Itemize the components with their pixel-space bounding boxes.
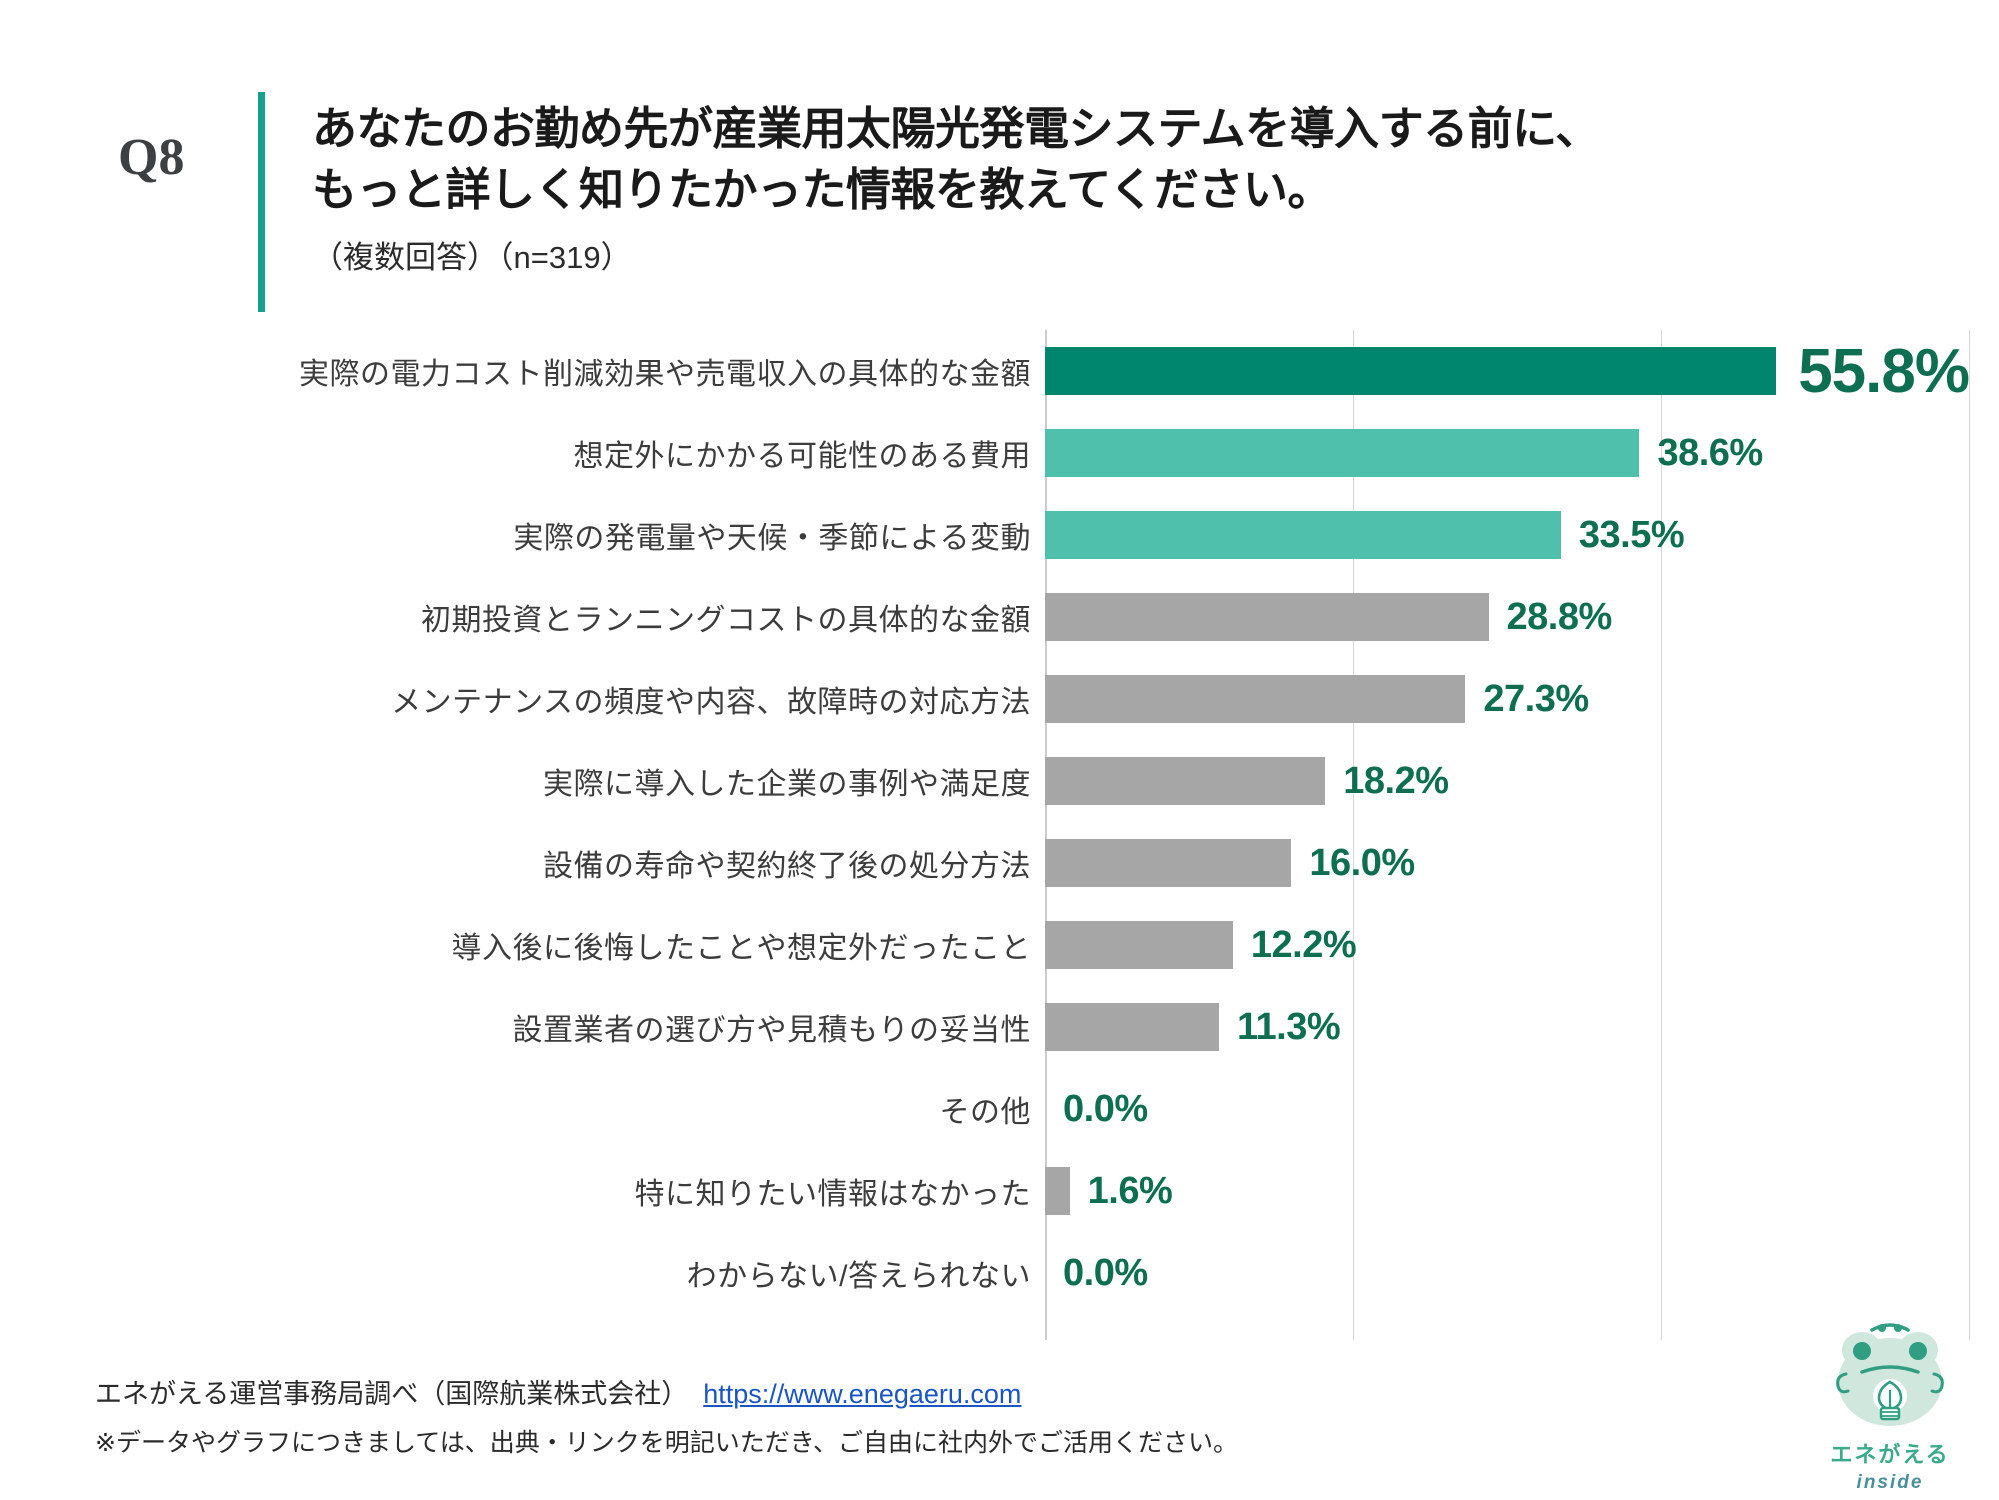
footer: エネがえる運営事務局調べ（国際航業株式会社） https://www.enega… — [95, 1372, 1695, 1459]
category-label: メンテナンスの頻度や内容、故障時の対応方法 — [391, 686, 1031, 719]
title-block: あなたのお勤め先が産業用太陽光発電システムを導入する前に、 もっと詳しく知りたか… — [312, 98, 1932, 277]
gridline — [1353, 330, 1354, 1340]
bar-row: 27.3% — [1045, 658, 1969, 740]
footer-note: ※データやグラフにつきましては、出典・リンクを明記いただき、ご自由に社内外でご活… — [95, 1429, 1238, 1457]
bar-chart: 実際の電力コスト削減効果や売電収入の具体的な金額想定外にかかる可能性のある費用実… — [0, 318, 1999, 1348]
bar-value-label: 0.0% — [1063, 1251, 1148, 1294]
bar-value-label: 16.0% — [1309, 841, 1415, 884]
category-label: 初期投資とランニングコストの具体的な金額 — [421, 604, 1031, 637]
logo-brand-text: エネがえる — [1830, 1442, 1950, 1467]
bar-row: 0.0% — [1045, 1068, 1969, 1150]
category-label: 実際の発電量や天候・季節による変動 — [513, 522, 1031, 555]
enegaeru-frog-icon — [1836, 1323, 1944, 1426]
gridline — [1661, 330, 1662, 1340]
gridlines — [1045, 330, 1970, 1340]
brand-logo: エネがえる inside — [1800, 1320, 1980, 1493]
bar-value-label: 27.3% — [1483, 677, 1589, 720]
bar — [1045, 1167, 1070, 1215]
bar-value-label: 28.8% — [1506, 595, 1613, 638]
category-label: 設備の寿命や契約終了後の処分方法 — [543, 850, 1031, 883]
header: Q8 あなたのお勤め先が産業用太陽光発電システムを導入する前に、 もっと詳しく知… — [0, 40, 1999, 312]
bar-value-label: 0.0% — [1063, 1087, 1148, 1130]
logo-tagline: inside — [1856, 1472, 1924, 1493]
bar-value-label: 38.6% — [1657, 431, 1763, 474]
bar — [1045, 511, 1561, 559]
bar-row: 12.2% — [1045, 904, 1969, 986]
y-axis-line — [1045, 330, 1047, 1340]
bar-row: 0.0% — [1045, 1232, 1969, 1314]
page-title-line-2: もっと詳しく知りたかった情報を教えてください。 — [312, 164, 1332, 216]
question-number: Q8 — [118, 129, 185, 186]
bar-value-label: 18.2% — [1343, 759, 1449, 802]
category-label: 設置業者の選び方や見積もりの妥当性 — [512, 1014, 1031, 1047]
category-label: 導入後に後悔したことや想定外だったこと — [451, 932, 1031, 965]
bar — [1045, 675, 1466, 723]
bar — [1045, 347, 1777, 395]
footer-source-text: エネがえる運営事務局調べ（国際航業株式会社） — [95, 1379, 689, 1409]
bar-row: 33.5% — [1045, 494, 1969, 576]
bar-row: 11.3% — [1045, 986, 1969, 1068]
accent-bar — [258, 92, 265, 312]
bar — [1045, 839, 1292, 887]
gridline — [1969, 330, 1970, 1340]
bar — [1045, 429, 1640, 477]
bar — [1045, 757, 1326, 805]
bar-row: 1.6% — [1045, 1150, 1969, 1232]
category-label: 実際の電力コスト削減効果や売電収入の具体的な金額 — [299, 358, 1031, 391]
category-label: その他 — [939, 1096, 1031, 1129]
bars-container: 55.8% 38.6% 33.5% 28.8% 27.3% 18.2% 16.0% 12.2%… — [1045, 318, 1970, 1348]
footer-source-line: エネがえる運営事務局調べ（国際航業株式会社） https://www.enega… — [95, 1372, 1695, 1411]
category-label: 特に知りたい情報はなかった — [634, 1178, 1031, 1211]
bar — [1045, 1003, 1220, 1051]
bar-row: 55.8% — [1045, 330, 1970, 412]
category-label: わからない/答えられない — [686, 1260, 1031, 1293]
page-subtitle: （複数回答）（n=319） — [312, 240, 632, 276]
bar — [1045, 593, 1489, 641]
bar-value-label: 1.6% — [1087, 1169, 1173, 1212]
category-label: 想定外にかかる可能性のある費用 — [573, 440, 1031, 473]
bar-value-label: 33.5% — [1578, 513, 1685, 556]
bar-row: 28.8% — [1045, 576, 1969, 658]
footer-source-link[interactable]: https://www.enegaeru.com — [703, 1379, 1022, 1409]
bar-row: 38.6% — [1045, 412, 1969, 494]
bar-value-label: 12.2% — [1250, 923, 1357, 966]
bar-value-label: 11.3% — [1237, 1005, 1341, 1048]
bar-value-label: 55.8% — [1798, 336, 1970, 406]
bar-row: 18.2% — [1045, 740, 1969, 822]
bar-row: 16.0% — [1045, 822, 1969, 904]
page-title-line-1: あなたのお勤め先が産業用太陽光発電システムを導入する前に、 — [312, 103, 1600, 154]
category-label: 実際に導入した企業の事例や満足度 — [543, 768, 1031, 801]
plot-area: 55.8% 38.6% 33.5% 28.8% 27.3% 18.2% 16.0% 12.2%… — [1045, 318, 1970, 1348]
category-label-column: 実際の電力コスト削減効果や売電収入の具体的な金額想定外にかかる可能性のある費用実… — [60, 318, 1045, 1348]
bar — [1045, 921, 1233, 969]
